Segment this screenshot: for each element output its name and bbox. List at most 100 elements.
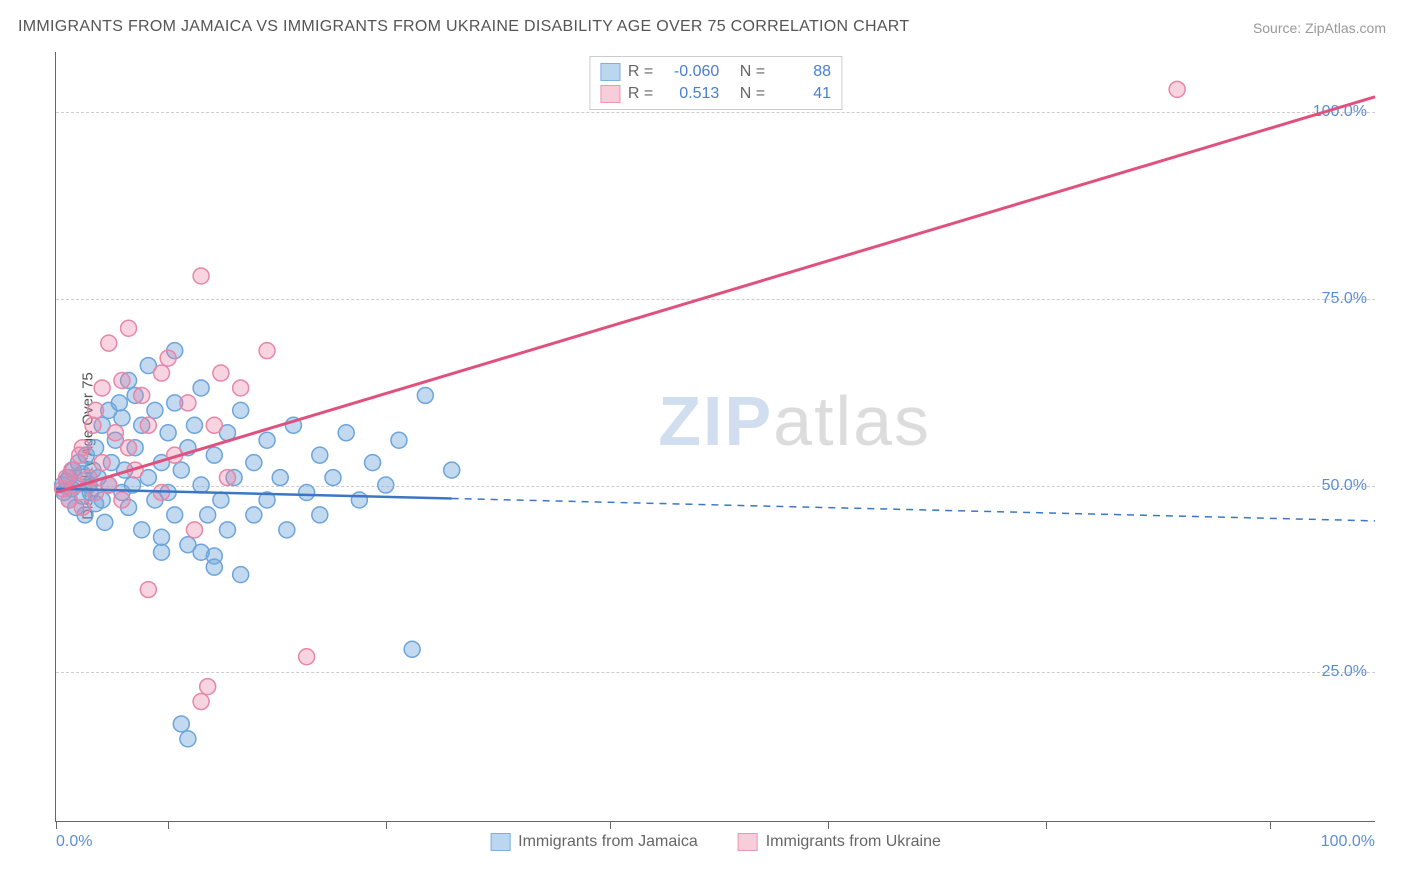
data-point — [444, 462, 460, 478]
data-point — [180, 731, 196, 747]
data-point — [173, 462, 189, 478]
data-point — [64, 462, 80, 478]
x-min-label: 0.0% — [56, 833, 92, 851]
data-point — [193, 544, 209, 560]
data-point — [147, 402, 163, 418]
r-label: R = — [628, 61, 653, 83]
data-point — [111, 395, 127, 411]
data-point — [351, 492, 367, 508]
data-point — [259, 432, 275, 448]
data-point — [140, 417, 156, 433]
x-tick — [168, 821, 169, 829]
data-point — [246, 455, 262, 471]
legend-label-ukraine: Immigrants from Ukraine — [766, 833, 941, 851]
data-point — [114, 492, 130, 508]
x-max-label: 100.0% — [1321, 833, 1375, 851]
r-label: R = — [628, 83, 653, 105]
data-point — [200, 507, 216, 523]
data-point — [94, 380, 110, 396]
data-point — [187, 417, 203, 433]
data-point — [1169, 81, 1185, 97]
data-point — [206, 447, 222, 463]
legend-item-ukraine: Immigrants from Ukraine — [738, 833, 941, 851]
trend-line-extrapolated — [452, 498, 1375, 520]
data-point — [74, 499, 90, 515]
x-tick — [386, 821, 387, 829]
x-tick — [1270, 821, 1271, 829]
r-value-jamaica: -0.060 — [661, 61, 719, 83]
data-point — [206, 559, 222, 575]
data-point — [160, 350, 176, 366]
source-label: Source: ZipAtlas.com — [1253, 20, 1386, 36]
plot-area: ZIPatlas 25.0%50.0%75.0%100.0% R = -0.06… — [55, 52, 1375, 822]
data-point — [272, 470, 288, 486]
data-point — [187, 522, 203, 538]
data-point — [97, 514, 113, 530]
data-point — [365, 455, 381, 471]
data-point — [154, 544, 170, 560]
swatch-ukraine-icon — [738, 833, 758, 851]
data-point — [160, 425, 176, 441]
data-point — [279, 522, 295, 538]
data-point — [134, 387, 150, 403]
data-point — [154, 365, 170, 381]
legend-row-ukraine: R = 0.513 N = 41 — [600, 83, 831, 105]
data-point — [378, 477, 394, 493]
data-point — [114, 410, 130, 426]
n-value-jamaica: 88 — [773, 61, 831, 83]
data-point — [246, 507, 262, 523]
x-tick — [828, 821, 829, 829]
data-point — [391, 432, 407, 448]
data-point — [88, 402, 104, 418]
data-point — [200, 679, 216, 695]
swatch-jamaica — [600, 63, 620, 81]
data-point — [134, 522, 150, 538]
data-point — [167, 507, 183, 523]
legend-label-jamaica: Immigrants from Jamaica — [518, 833, 698, 851]
x-tick — [56, 821, 57, 829]
x-tick — [610, 821, 611, 829]
data-point — [213, 365, 229, 381]
trend-line — [56, 97, 1375, 493]
data-point — [193, 268, 209, 284]
data-point — [325, 470, 341, 486]
data-point — [233, 380, 249, 396]
data-point — [154, 529, 170, 545]
data-point — [233, 402, 249, 418]
data-point — [312, 447, 328, 463]
data-point — [219, 470, 235, 486]
data-point — [193, 477, 209, 493]
legend-item-jamaica: Immigrants from Jamaica — [490, 833, 698, 851]
data-point — [219, 522, 235, 538]
n-label: N = — [740, 61, 765, 83]
data-point — [173, 716, 189, 732]
data-point — [85, 417, 101, 433]
chart-title: IMMIGRANTS FROM JAMAICA VS IMMIGRANTS FR… — [18, 18, 909, 36]
data-point — [213, 492, 229, 508]
data-point — [233, 567, 249, 583]
data-point — [114, 373, 130, 389]
data-point — [180, 395, 196, 411]
x-tick — [1046, 821, 1047, 829]
data-point — [101, 335, 117, 351]
r-value-ukraine: 0.513 — [661, 83, 719, 105]
n-value-ukraine: 41 — [773, 83, 831, 105]
data-point — [121, 440, 137, 456]
data-point — [94, 455, 110, 471]
data-point — [259, 343, 275, 359]
data-point — [193, 380, 209, 396]
data-point — [121, 320, 137, 336]
swatch-ukraine — [600, 85, 620, 103]
legend-row-jamaica: R = -0.060 N = 88 — [600, 61, 831, 83]
series-legend: Immigrants from Jamaica Immigrants from … — [490, 833, 941, 851]
data-point — [312, 507, 328, 523]
chart-container: IMMIGRANTS FROM JAMAICA VS IMMIGRANTS FR… — [0, 0, 1406, 892]
scatter-svg — [56, 52, 1375, 821]
data-point — [193, 694, 209, 710]
correlation-legend: R = -0.060 N = 88 R = 0.513 N = 41 — [589, 56, 842, 110]
n-label: N = — [740, 83, 765, 105]
data-point — [417, 387, 433, 403]
data-point — [206, 417, 222, 433]
data-point — [74, 440, 90, 456]
data-point — [107, 425, 123, 441]
